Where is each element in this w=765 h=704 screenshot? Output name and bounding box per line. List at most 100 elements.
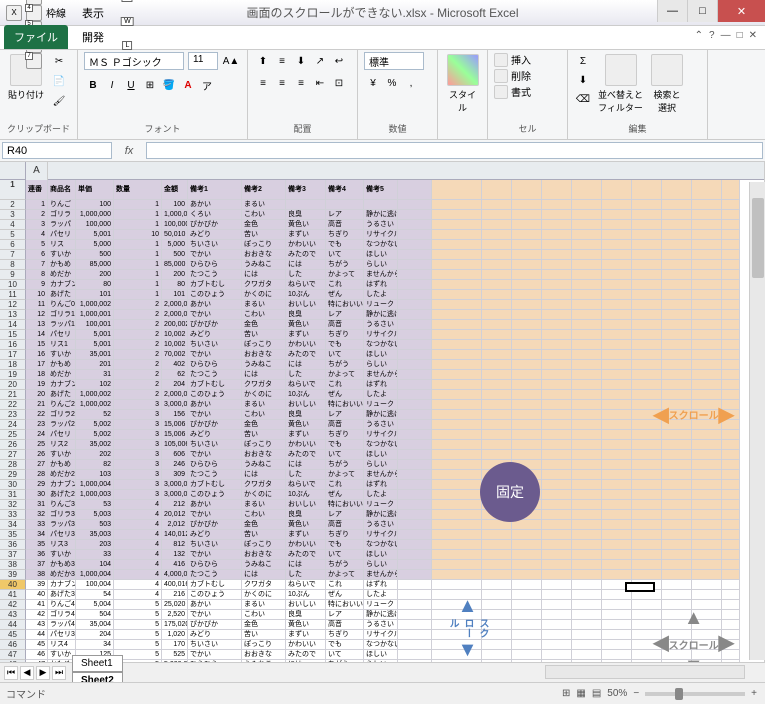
cell[interactable]: [482, 200, 512, 210]
cell[interactable]: 23: [26, 420, 48, 430]
qat-button-4[interactable]: 4: [26, 5, 42, 21]
cell[interactable]: ませんから: [364, 570, 398, 580]
cell[interactable]: うみねこ: [242, 360, 286, 370]
cell[interactable]: 5,000: [76, 240, 114, 250]
cell[interactable]: [602, 480, 632, 490]
cell[interactable]: でかい: [188, 410, 242, 420]
cell[interactable]: みどり: [188, 230, 242, 240]
cell[interactable]: [662, 300, 692, 310]
cell[interactable]: [432, 200, 482, 210]
cell[interactable]: 15,006: [162, 420, 188, 430]
cell[interactable]: [722, 580, 740, 590]
cell[interactable]: [432, 430, 482, 440]
cell[interactable]: かわいい: [286, 340, 326, 350]
cell[interactable]: [572, 630, 602, 640]
cell[interactable]: [398, 330, 432, 340]
cell[interactable]: [542, 540, 572, 550]
cell[interactable]: [512, 200, 542, 210]
cell[interactable]: [632, 390, 662, 400]
cell[interactable]: [602, 530, 632, 540]
cell[interactable]: [432, 410, 482, 420]
cell[interactable]: [542, 620, 572, 630]
cell[interactable]: [482, 550, 512, 560]
cell[interactable]: [632, 290, 662, 300]
cell[interactable]: うみねこ: [242, 560, 286, 570]
cell[interactable]: [512, 240, 542, 250]
cell[interactable]: 2,520: [162, 610, 188, 620]
cell[interactable]: 18: [26, 370, 48, 380]
phonetic-button[interactable]: ア: [198, 76, 216, 94]
cell[interactable]: したよ: [364, 290, 398, 300]
cell[interactable]: [662, 540, 692, 550]
cell[interactable]: [542, 390, 572, 400]
cell[interactable]: [482, 320, 512, 330]
cell[interactable]: [398, 580, 432, 590]
cell[interactable]: [632, 260, 662, 270]
cell[interactable]: [572, 270, 602, 280]
cell[interactable]: [512, 640, 542, 650]
cell[interactable]: [602, 470, 632, 480]
cell[interactable]: 36: [26, 550, 48, 560]
cell[interactable]: ちいさい: [188, 540, 242, 550]
cell[interactable]: [692, 510, 722, 520]
cell[interactable]: みどり: [188, 530, 242, 540]
cell[interactable]: [632, 200, 662, 210]
cell[interactable]: [722, 280, 740, 290]
cell[interactable]: たつこう: [188, 370, 242, 380]
cell[interactable]: [398, 630, 432, 640]
cell[interactable]: [602, 590, 632, 600]
cell[interactable]: 連番: [26, 180, 48, 200]
cell[interactable]: [432, 380, 482, 390]
cell[interactable]: [398, 390, 432, 400]
cell[interactable]: [692, 250, 722, 260]
cell[interactable]: [602, 360, 632, 370]
cell[interactable]: 1,000,000: [162, 210, 188, 220]
sheet-nav-prev[interactable]: ◀: [20, 666, 34, 680]
cell[interactable]: ぜん: [326, 490, 364, 500]
cell[interactable]: ちがう: [326, 260, 364, 270]
cell[interactable]: [572, 640, 602, 650]
cell[interactable]: 1,000,004: [76, 480, 114, 490]
cell[interactable]: [602, 220, 632, 230]
cell[interactable]: [482, 290, 512, 300]
cell[interactable]: 4: [114, 500, 162, 510]
cell[interactable]: [398, 360, 432, 370]
cell[interactable]: [722, 210, 740, 220]
row-header[interactable]: 5: [0, 230, 26, 240]
cell[interactable]: 1: [114, 280, 162, 290]
cell[interactable]: 5,002: [76, 430, 114, 440]
cell[interactable]: 4: [114, 540, 162, 550]
cell[interactable]: [692, 200, 722, 210]
horizontal-scrollbar[interactable]: [545, 665, 745, 679]
cell[interactable]: 1,000,002: [76, 390, 114, 400]
cell[interactable]: [692, 570, 722, 580]
cell[interactable]: [512, 230, 542, 240]
cell[interactable]: すいか: [48, 550, 76, 560]
cell[interactable]: [572, 210, 602, 220]
cell[interactable]: 2: [114, 310, 162, 320]
cell[interactable]: [572, 390, 602, 400]
cell[interactable]: 70,002: [162, 350, 188, 360]
cell[interactable]: [632, 480, 662, 490]
cell[interactable]: めだか2: [48, 470, 76, 480]
cell[interactable]: [398, 220, 432, 230]
cell[interactable]: はずれ: [364, 580, 398, 590]
cell[interactable]: [398, 400, 432, 410]
cell[interactable]: でも: [326, 440, 364, 450]
cell[interactable]: 1: [114, 260, 162, 270]
cell[interactable]: [398, 340, 432, 350]
cell[interactable]: リス3: [48, 540, 76, 550]
cell[interactable]: [512, 380, 542, 390]
cell[interactable]: 黄色い: [286, 320, 326, 330]
cell[interactable]: [722, 350, 740, 360]
cell[interactable]: 37: [26, 560, 48, 570]
cell[interactable]: これ: [326, 380, 364, 390]
cell[interactable]: レア: [326, 610, 364, 620]
col-header-A[interactable]: A: [26, 162, 48, 180]
cell[interactable]: 良臭: [286, 310, 326, 320]
delete-cells-button[interactable]: 削除: [494, 68, 531, 83]
cell[interactable]: [482, 240, 512, 250]
row-header[interactable]: 18: [0, 360, 26, 370]
cell[interactable]: 3,000,009: [162, 490, 188, 500]
cell[interactable]: 100: [162, 200, 188, 210]
